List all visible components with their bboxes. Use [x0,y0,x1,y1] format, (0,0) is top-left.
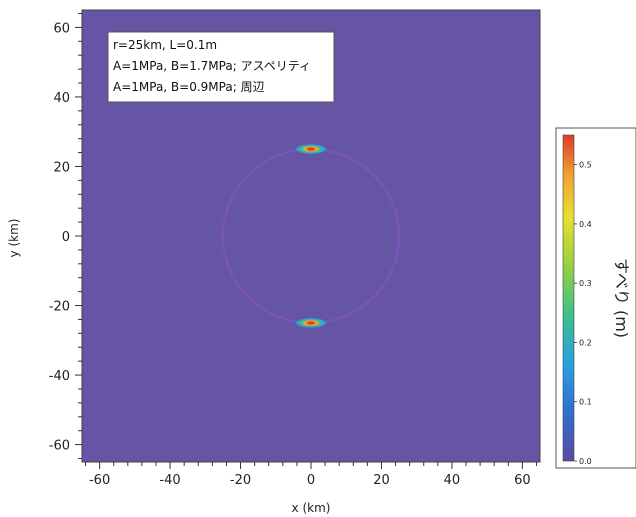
y-tick-label: 20 [53,160,70,175]
hotspot-1 [295,144,327,155]
y-tick-label: -20 [49,300,70,315]
y-axis: -60 -40 -20 0 20 40 60 [49,12,82,460]
x-tick-label: 60 [514,473,531,488]
colorbar-tick-label: 0.0 [579,457,592,466]
plot-content [221,144,401,328]
x-tick-label: -20 [230,473,251,488]
hotspot-peak [307,321,315,325]
y-axis-label: y (km) [7,219,21,258]
colorbar-tick-label: 0.2 [579,338,592,347]
colorbar-tick-label: 0.4 [579,220,592,229]
colorbar: 0.0 0.1 0.2 0.3 0.4 0.5 すべり (m) [555,127,636,469]
annotation-line-1: r=25km, L=0.1m [113,38,217,52]
x-tick-label: 40 [444,473,461,488]
y-tick-label: 60 [53,21,70,36]
y-tick-label: -40 [49,369,70,384]
colorbar-label: すべり (m) [612,258,631,338]
x-tick-label: -60 [89,473,110,488]
x-tick-label: -40 [159,473,180,488]
y-tick-label: 40 [53,91,70,106]
x-axis: -60 -40 -20 0 20 40 60 [85,462,537,488]
x-tick-label: 0 [307,473,315,488]
x-axis-label: x (km) [292,501,331,515]
hotspot-peak [307,147,315,151]
y-tick-label: -60 [49,439,70,454]
colorbar-tick-label: 0.5 [579,161,592,170]
x-tick-label: 20 [373,473,390,488]
annotation-line-3: A=1MPa, B=0.9MPa; 周辺 [113,80,265,94]
colorbar-gradient [562,134,575,462]
hotspot-2 [295,317,327,328]
colorbar-tick-label: 0.1 [579,398,592,407]
y-tick-label: 0 [62,230,70,245]
annotation-line-2: A=1MPa, B=1.7MPa; アスペリティ [113,59,311,73]
colorbar-tick-label: 0.3 [579,279,592,288]
colorbar-ticks: 0.0 0.1 0.2 0.3 0.4 0.5 [574,161,592,466]
annotation-box: r=25km, L=0.1m A=1MPa, B=1.7MPa; アスペリティ … [107,31,335,103]
